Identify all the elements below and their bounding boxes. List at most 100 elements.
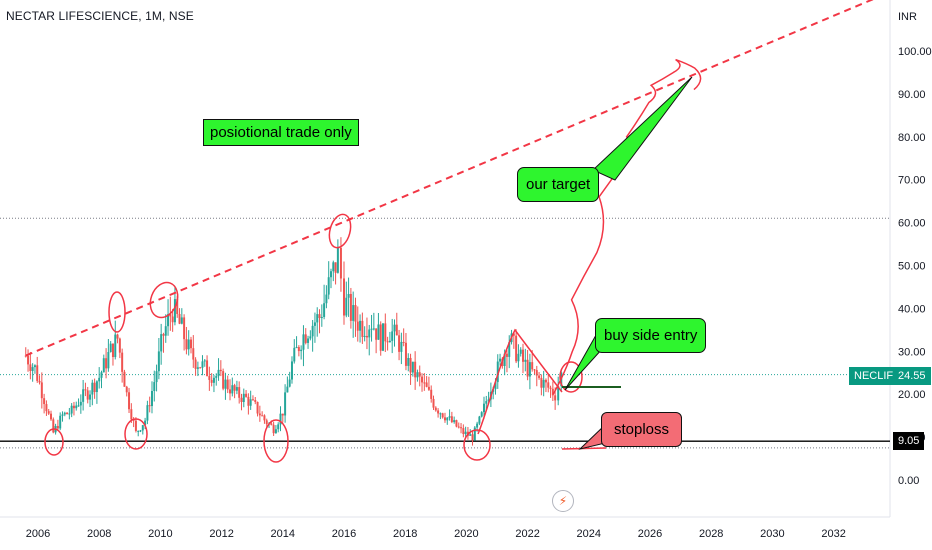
y-tick-label: 30.00 xyxy=(898,346,926,358)
candle-body xyxy=(323,303,326,317)
candle-body xyxy=(524,359,527,362)
highlight-circle[interactable] xyxy=(326,212,354,250)
y-tick-label: 20.00 xyxy=(898,389,926,401)
candle-body xyxy=(526,359,529,377)
candle-body xyxy=(404,342,407,366)
candle-body xyxy=(414,361,417,378)
y-tick-label: 70.00 xyxy=(898,175,926,187)
entry-note[interactable]: buy side entry xyxy=(595,318,707,353)
candle-body xyxy=(203,360,206,362)
x-tick-label: 2020 xyxy=(454,528,478,540)
candle-body xyxy=(446,417,449,421)
candle-body xyxy=(535,370,538,376)
y-tick-label: 90.00 xyxy=(898,89,926,101)
candle-body xyxy=(45,404,48,412)
highlight-circle[interactable] xyxy=(463,429,491,461)
candle-body xyxy=(33,365,36,368)
candle-body xyxy=(334,262,337,273)
candle-body xyxy=(270,423,273,425)
candle-body xyxy=(130,409,133,420)
x-tick-label: 2016 xyxy=(332,528,356,540)
x-tick-label: 2010 xyxy=(148,528,172,540)
symbol-tag: NECLIFE xyxy=(849,367,906,385)
candle-body xyxy=(384,323,387,342)
y-tick-label: 60.00 xyxy=(898,218,926,230)
chart-title: NECTAR LIFESCIENCE, 1M, NSE xyxy=(6,9,194,23)
price-axis: 100.00 90.00 80.00 70.00 60.00 50.00 40.00 30.0… xyxy=(898,46,932,487)
candle-body xyxy=(457,426,460,428)
candle-body xyxy=(66,412,69,415)
hand-drawings xyxy=(44,58,702,463)
candle-body xyxy=(386,341,389,343)
candle-body xyxy=(59,415,62,429)
candle-body xyxy=(40,382,43,399)
candle-body xyxy=(86,390,89,400)
candle-body xyxy=(400,341,403,352)
candle-body xyxy=(295,347,298,349)
candle-body xyxy=(469,434,472,436)
stoploss-note[interactable]: stoploss xyxy=(601,412,683,447)
highlight-circle[interactable] xyxy=(108,291,126,333)
candle-body xyxy=(487,399,490,402)
x-tick-label: 2032 xyxy=(821,528,845,540)
candle-body xyxy=(91,382,94,395)
highlight-circle[interactable] xyxy=(559,361,583,393)
candle-body xyxy=(79,401,82,406)
candle-body xyxy=(224,379,227,389)
highlight-circle[interactable] xyxy=(44,428,64,456)
candle-body xyxy=(238,387,241,398)
candle-body xyxy=(72,405,75,409)
candle-body xyxy=(482,403,485,413)
candle-body xyxy=(557,386,560,401)
candle-body xyxy=(339,247,342,279)
highlight-circle[interactable] xyxy=(263,419,289,463)
candle-body xyxy=(263,415,266,421)
candle-body xyxy=(325,294,328,304)
candle-body xyxy=(231,385,234,394)
candle-body xyxy=(36,365,39,381)
candle-body xyxy=(109,343,112,352)
projected-path[interactable] xyxy=(552,58,702,395)
candle-body xyxy=(240,397,243,403)
candle-body xyxy=(77,405,80,407)
candle-body xyxy=(265,420,268,425)
candle-body xyxy=(63,412,66,415)
candle-body xyxy=(100,372,103,378)
candle-body xyxy=(176,299,179,315)
candles xyxy=(24,237,563,446)
candle-body xyxy=(84,389,87,391)
highlight-circle[interactable] xyxy=(124,418,148,450)
candle-body xyxy=(93,382,96,393)
candle-body xyxy=(462,428,465,435)
candle-body xyxy=(356,321,359,331)
candle-body xyxy=(309,336,312,339)
candle-body xyxy=(226,379,229,390)
candle-body xyxy=(75,405,78,409)
candle-body xyxy=(450,416,453,423)
candle-body xyxy=(505,353,508,357)
positional-note[interactable]: posiotional trade only xyxy=(203,119,359,146)
candle-body xyxy=(327,277,330,295)
candle-body xyxy=(173,299,176,323)
candle-body xyxy=(425,382,428,387)
candle-body xyxy=(316,314,319,323)
flash-icon[interactable]: ⚡ xyxy=(552,490,574,512)
candle-body xyxy=(114,334,117,358)
candle-body xyxy=(388,340,391,343)
candle-body xyxy=(194,359,197,369)
candle-body xyxy=(171,316,174,323)
candle-body xyxy=(370,328,373,330)
swing-sketch[interactable] xyxy=(477,328,563,435)
resistance-trendline[interactable] xyxy=(25,0,883,357)
candle-body xyxy=(139,430,142,432)
candle-body xyxy=(409,357,412,373)
candle-body xyxy=(297,347,300,352)
candle-body xyxy=(229,389,232,394)
candle-body xyxy=(423,382,426,384)
candle-body xyxy=(377,324,380,340)
highlight-circle[interactable] xyxy=(146,279,183,322)
candle-body xyxy=(160,334,163,352)
target-note[interactable]: our target xyxy=(517,167,600,202)
candle-body xyxy=(242,393,245,403)
